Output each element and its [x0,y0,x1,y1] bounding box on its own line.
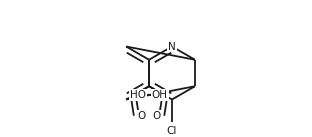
Text: N: N [168,42,176,52]
Text: HO: HO [130,90,146,100]
Text: O: O [138,111,146,121]
Text: O: O [152,111,160,121]
Text: Cl: Cl [167,125,177,135]
Text: OH: OH [152,90,168,100]
